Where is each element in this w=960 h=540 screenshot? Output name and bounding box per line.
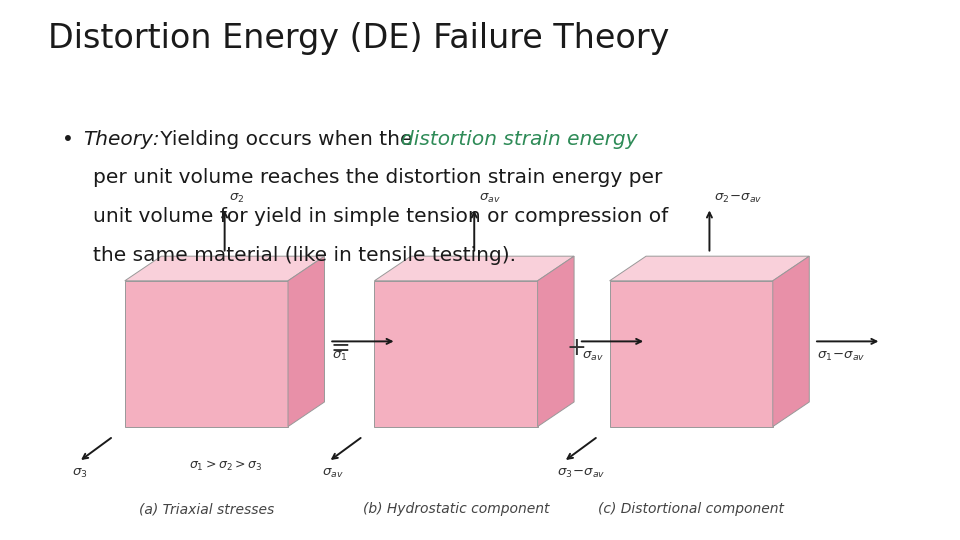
Text: =: = bbox=[331, 336, 350, 360]
Text: $\sigma_1\!-\!\sigma_{av}$: $\sigma_1\!-\!\sigma_{av}$ bbox=[817, 349, 865, 362]
Text: •: • bbox=[62, 130, 74, 148]
Text: $\sigma_1$: $\sigma_1$ bbox=[332, 349, 348, 362]
Text: (a) Triaxial stresses: (a) Triaxial stresses bbox=[139, 502, 274, 516]
Text: (b) Hydrostatic component: (b) Hydrostatic component bbox=[363, 502, 549, 516]
Text: $\sigma_2$: $\sigma_2$ bbox=[229, 192, 245, 205]
Polygon shape bbox=[288, 256, 324, 427]
Text: (c) Distortional component: (c) Distortional component bbox=[598, 502, 784, 516]
Polygon shape bbox=[610, 281, 773, 427]
Text: $\sigma_{av}$: $\sigma_{av}$ bbox=[582, 349, 604, 362]
Polygon shape bbox=[374, 281, 538, 427]
Text: $\sigma_3$: $\sigma_3$ bbox=[72, 467, 87, 480]
Text: unit volume for yield in simple tension or compression of: unit volume for yield in simple tension … bbox=[93, 207, 668, 226]
Text: the same material (like in tensile testing).: the same material (like in tensile testi… bbox=[93, 246, 516, 265]
Text: $\sigma_{av}$: $\sigma_{av}$ bbox=[479, 192, 501, 205]
Polygon shape bbox=[125, 281, 288, 427]
Text: per unit volume reaches the distortion strain energy per: per unit volume reaches the distortion s… bbox=[93, 168, 662, 187]
Polygon shape bbox=[610, 256, 809, 281]
Text: $\sigma_3\!-\!\sigma_{av}$: $\sigma_3\!-\!\sigma_{av}$ bbox=[557, 467, 605, 480]
Polygon shape bbox=[374, 256, 574, 281]
Text: $\sigma_1 > \sigma_2 > \sigma_3$: $\sigma_1 > \sigma_2 > \sigma_3$ bbox=[189, 459, 262, 473]
Polygon shape bbox=[538, 256, 574, 427]
Text: Distortion Energy (DE) Failure Theory: Distortion Energy (DE) Failure Theory bbox=[48, 22, 669, 55]
Polygon shape bbox=[773, 256, 809, 427]
Text: Yielding occurs when the: Yielding occurs when the bbox=[154, 130, 412, 148]
Text: Theory:: Theory: bbox=[84, 130, 160, 148]
Text: distortion strain energy: distortion strain energy bbox=[401, 130, 637, 148]
Polygon shape bbox=[125, 256, 324, 281]
Text: +: + bbox=[566, 336, 586, 360]
Text: $\sigma_{av}$: $\sigma_{av}$ bbox=[322, 467, 344, 480]
Text: $\sigma_2\!-\!\sigma_{av}$: $\sigma_2\!-\!\sigma_{av}$ bbox=[714, 192, 762, 205]
